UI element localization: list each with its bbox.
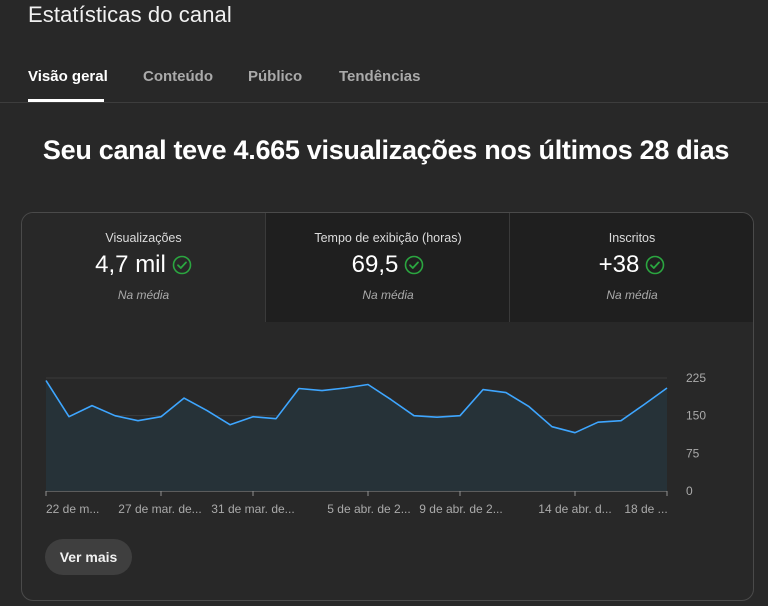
metric-note: Na média (362, 288, 414, 302)
y-tick-label: 225 (686, 371, 706, 385)
metric-label: Inscritos (608, 231, 656, 245)
metric-tab-views[interactable]: Visualizações 4,7 mil Na média (22, 213, 265, 322)
metric-note: Na média (606, 288, 658, 302)
see-more-button[interactable]: Ver mais (45, 539, 132, 575)
y-tick-label: 150 (686, 409, 706, 423)
x-tick-label: 5 de abr. de 2... (327, 502, 410, 516)
tab-audience[interactable]: Público (248, 68, 303, 85)
check-circle-icon (646, 255, 665, 275)
x-tick-label: 14 de abr. d... (538, 502, 611, 516)
y-tick-label: 75 (686, 446, 700, 460)
tab-bar: Visão geral Conteúdo Público Tendências (0, 56, 768, 103)
page-title: Estatísticas do canal (28, 2, 232, 27)
metric-value-row: 4,7 mil (22, 251, 265, 279)
x-tick-label: 9 de abr. de 2... (419, 502, 502, 516)
tab-overview[interactable]: Visão geral (28, 68, 108, 85)
metric-value: 4,7 mil (95, 251, 166, 278)
y-tick-label: 0 (686, 484, 693, 498)
series-line (45, 380, 668, 434)
metric-label: Visualizações (105, 231, 182, 245)
metric-value-row: 69,5 (266, 251, 510, 279)
active-tab-indicator (28, 99, 104, 102)
chart-svg: 225 150 75 0 22 de m... 27 de mar. de... 31 de… (45, 371, 706, 516)
metric-value-row: +38 (510, 251, 753, 279)
tab-trends[interactable]: Tendências (339, 68, 421, 85)
tab-content[interactable]: Conteúdo (143, 68, 213, 85)
views-chart: 225 150 75 0 22 de m... 27 de mar. de... 31 de… (22, 333, 753, 523)
metric-tab-subscribers[interactable]: Inscritos +38 Na média (509, 213, 753, 322)
series-area (46, 380, 667, 491)
metric-label: Tempo de exibição (horas) (314, 231, 462, 245)
analytics-card: Visualizações 4,7 mil Na média Tempo de … (21, 212, 754, 601)
metric-value: +38 (598, 251, 640, 278)
metric-value: 69,5 (351, 251, 399, 278)
summary-headline: Seu canal teve 4.665 visualizações nos ú… (42, 135, 730, 165)
x-tick-label: 18 de ... (624, 502, 667, 516)
metric-tab-watch-time[interactable]: Tempo de exibição (horas) 69,5 Na média (265, 213, 510, 322)
metric-note: Na média (117, 288, 170, 302)
x-tick-label: 27 de mar. de... (118, 502, 201, 516)
x-tick-label: 22 de m... (46, 502, 99, 516)
check-circle-icon (172, 255, 192, 275)
check-circle-icon (405, 255, 424, 275)
x-tick-label: 31 de mar. de... (211, 502, 294, 516)
